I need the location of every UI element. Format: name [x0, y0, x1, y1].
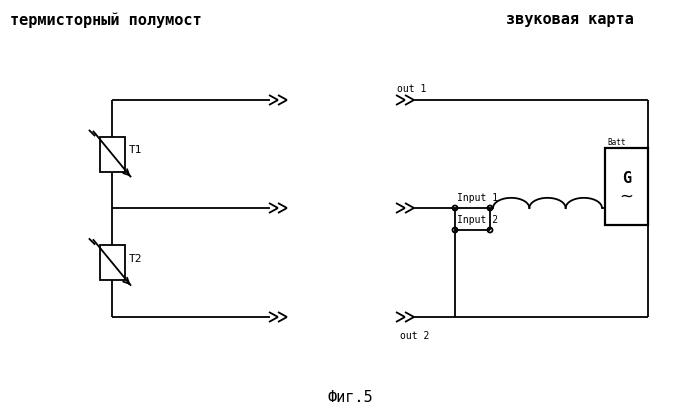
Bar: [99, 136, 125, 171]
Bar: [605, 148, 648, 225]
Text: Batt: Batt: [607, 138, 626, 147]
Bar: [99, 245, 125, 280]
Text: ~: ~: [620, 187, 634, 205]
Text: T1: T1: [129, 145, 142, 155]
Text: термисторный полумост: термисторный полумост: [10, 12, 202, 27]
Text: G: G: [622, 171, 631, 186]
Text: T2: T2: [129, 254, 142, 263]
Text: Input 1: Input 1: [457, 193, 498, 203]
Text: out 2: out 2: [400, 331, 429, 341]
Text: звуковая карта: звуковая карта: [506, 12, 634, 27]
Text: Input 2: Input 2: [457, 215, 498, 225]
Text: Фиг.5: Фиг.5: [327, 391, 373, 405]
Text: out 1: out 1: [397, 84, 426, 94]
